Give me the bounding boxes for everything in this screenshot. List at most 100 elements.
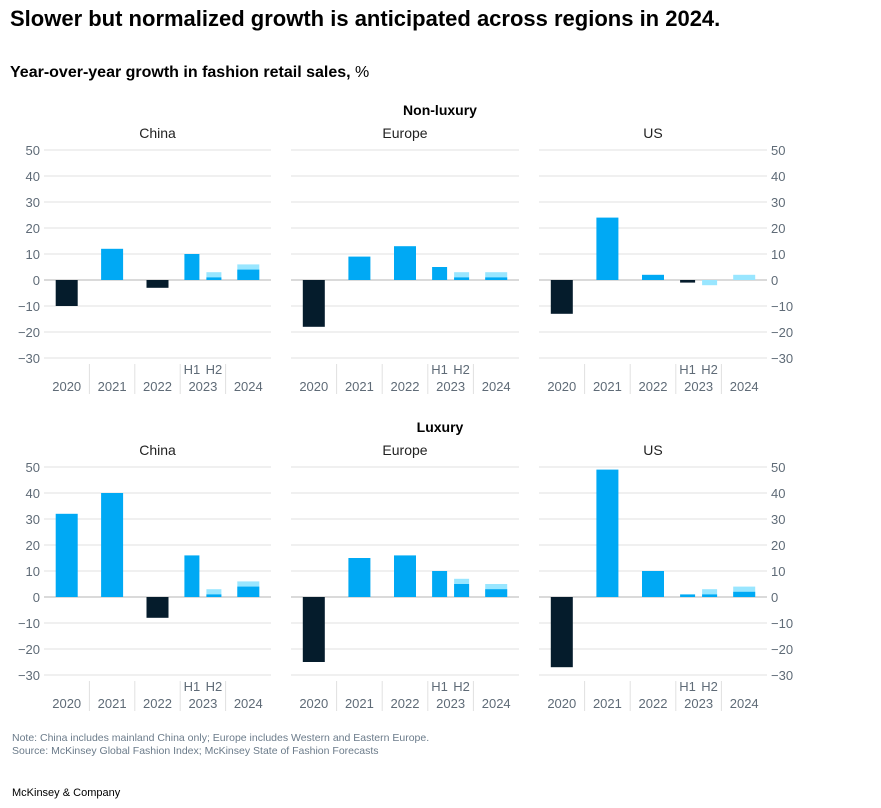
bar-europe-2022 [394,555,416,597]
bar-europe-2023-h2 [454,584,470,597]
x-tick-2024: 2024 [234,696,263,711]
y-tick-right: 20 [771,538,785,553]
region-label-us: US [643,125,662,141]
x-tick-2021: 2021 [593,379,622,394]
x-tick-2020: 2020 [52,379,81,394]
x-tick-2022: 2022 [391,379,420,394]
y-tick-left: 20 [26,538,40,553]
region-label-europe: Europe [382,125,427,141]
half-label-h1: H1 [184,362,201,377]
half-label-h1: H1 [679,679,696,694]
bar-us-2020 [550,597,573,668]
bar-china-2021 [101,248,124,280]
x-tick-2024: 2024 [730,379,759,394]
x-tick-2022: 2022 [143,379,172,394]
x-tick-2021: 2021 [98,379,127,394]
y-tick-right: 50 [771,143,785,158]
bar-us-2020 [550,280,573,314]
y-tick-right: 30 [771,195,785,210]
bar-us-2021 [596,469,619,597]
y-tick-left: −20 [18,642,40,657]
half-label-h1: H1 [431,362,448,377]
group-label-non-luxury: Non-luxury [403,102,477,118]
bar-china-2023-h2-forecast [206,589,222,597]
y-tick-left: 10 [26,247,40,262]
bar-europe-2020 [302,280,325,327]
bar-us-2022 [642,274,664,280]
x-tick-2020: 2020 [547,696,576,711]
bar-china-2020 [55,513,78,597]
x-tick-2021: 2021 [345,379,374,394]
x-tick-2023: 2023 [684,379,713,394]
x-tick-2024: 2024 [730,696,759,711]
y-tick-left: 30 [26,512,40,527]
y-tick-right: 10 [771,247,785,262]
y-tick-left: 40 [26,486,40,501]
half-label-h2: H2 [206,362,223,377]
x-tick-2022: 2022 [639,379,668,394]
bar-china-2023-h1 [184,254,200,280]
chart-subtitle: Year-over-year growth in fashion retail … [10,64,369,82]
half-label-h2: H2 [206,679,223,694]
x-tick-2024: 2024 [482,696,511,711]
y-tick-left: 50 [26,460,40,475]
x-tick-2021: 2021 [345,696,374,711]
y-tick-right: −10 [771,616,793,631]
bar-china-2023-h1 [184,555,200,597]
note-text: Note: China includes mainland China only… [12,732,430,744]
half-label-h2: H2 [453,362,470,377]
y-tick-right: 40 [771,169,785,184]
region-label-china: China [139,125,176,141]
y-tick-left: 30 [26,195,40,210]
y-tick-left: 10 [26,564,40,579]
y-tick-right: 50 [771,460,785,475]
y-tick-left: 0 [33,273,40,288]
subtitle-text: Year-over-year growth in fashion retail … [10,64,351,81]
y-tick-right: −10 [771,299,793,314]
bar-us-2024-forecast [733,274,756,280]
bar-china-2022 [146,280,169,288]
x-tick-2020: 2020 [299,696,328,711]
x-tick-2023: 2023 [436,696,465,711]
bar-europe-2023-h2 [454,277,470,280]
y-tick-left: −10 [18,616,40,631]
y-tick-left: −20 [18,325,40,340]
bar-us-2023-h2-forecast [702,589,718,597]
y-tick-right: −20 [771,325,793,340]
x-tick-2021: 2021 [98,696,127,711]
bar-china-2023-h2 [206,594,222,597]
bar-europe-2021 [348,558,371,597]
y-tick-right: −30 [771,351,793,366]
bar-europe-2022 [394,246,416,280]
bar-us-2021 [596,217,619,280]
half-label-h1: H1 [679,362,696,377]
y-tick-left: 0 [33,590,40,605]
y-tick-left: 40 [26,169,40,184]
bar-us-2022 [642,571,664,597]
x-tick-2023: 2023 [188,696,217,711]
bar-us-2023-h2 [702,594,718,597]
y-tick-right: 0 [771,273,778,288]
x-tick-2021: 2021 [593,696,622,711]
bar-us-2023-h1 [680,594,696,597]
bar-us-2023-h2-forecast [702,280,718,286]
group-label-luxury: Luxury [417,419,464,435]
bar-china-2023-h2-forecast [206,272,222,280]
y-tick-left: −30 [18,351,40,366]
half-label-h2: H2 [453,679,470,694]
x-tick-2022: 2022 [639,696,668,711]
region-label-china: China [139,442,176,458]
bar-us-2023-h1 [680,280,696,283]
x-tick-2020: 2020 [547,379,576,394]
bar-europe-2023-h2-forecast [454,272,470,280]
half-label-h1: H1 [431,679,448,694]
source-text: Source: McKinsey Global Fashion Index; M… [12,745,379,757]
x-tick-2020: 2020 [299,379,328,394]
half-label-h1: H1 [184,679,201,694]
y-tick-left: −10 [18,299,40,314]
y-tick-right: −20 [771,642,793,657]
bar-europe-2024 [485,589,508,597]
bar-china-2021 [101,493,124,597]
bar-europe-2021 [348,256,371,280]
y-tick-right: 20 [771,221,785,236]
